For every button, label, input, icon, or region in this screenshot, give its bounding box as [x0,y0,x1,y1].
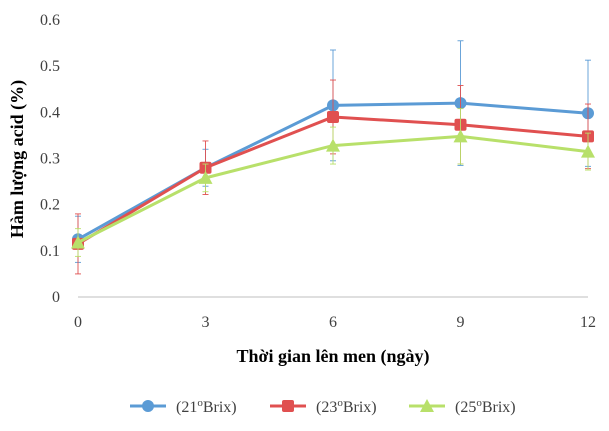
y-tick-label: 0.5 [40,58,60,75]
x-tick-label: 0 [74,314,82,331]
x-tick-label: 9 [457,314,465,331]
series-triangle [71,108,595,257]
legend-label-superscript: o [337,397,343,409]
x-axis-title: Thời gian lên men (ngày) [237,346,430,367]
legend-label-superscript: o [476,397,482,409]
legend-label-suffix: Brix) [203,399,237,416]
legend-label: (21oBrix) [176,397,237,416]
legend-label-prefix: (23 [316,399,337,416]
legend: (21oBrix) (23oBrix) (25oBrix) [130,397,516,416]
y-tick-label: 0.2 [40,197,60,214]
y-axis-ticks: 0 0.1 0.2 0.3 0.4 0.5 0.6 [40,12,60,306]
legend-label-suffix: Brix) [482,399,516,416]
data-point-marker [327,110,339,123]
y-axis-title: Hàm lượng acid (%) [7,80,28,238]
data-point-marker [71,235,85,249]
x-tick-label: 12 [580,314,596,331]
data-point-marker [581,144,595,158]
legend-item: (21oBrix) [130,397,237,416]
y-tick-label: 0.1 [40,243,60,260]
x-tick-label: 6 [329,314,337,331]
legend-marker [142,400,154,412]
data-point-marker [453,129,468,143]
x-tick-label: 3 [202,314,210,331]
y-tick-label: 0.6 [40,12,60,29]
legend-item: (23oBrix) [270,397,377,416]
y-tick-label: 0.4 [40,104,60,121]
legend-label-prefix: (25 [455,399,476,416]
x-axis-ticks: 0 3 6 9 12 [74,314,596,331]
y-tick-label: 0 [52,289,60,306]
y-tick-label: 0.3 [40,151,60,168]
legend-marker [282,400,294,412]
legend-label-suffix: Brix) [343,399,377,416]
legend-label: (23oBrix) [316,397,377,416]
legend-marker [420,399,434,412]
data-point-marker [326,138,340,152]
series-layer [71,40,595,275]
legend-item: (25oBrix) [409,397,516,416]
legend-label: (25oBrix) [455,397,516,416]
series-square [72,79,594,275]
data-point-marker [198,170,213,184]
legend-label-prefix: (21 [176,399,197,416]
plot-area: 0 0.1 0.2 0.3 0.4 0.5 0.6 0 3 6 9 12 [40,12,596,331]
legend-label-superscript: o [197,397,203,409]
